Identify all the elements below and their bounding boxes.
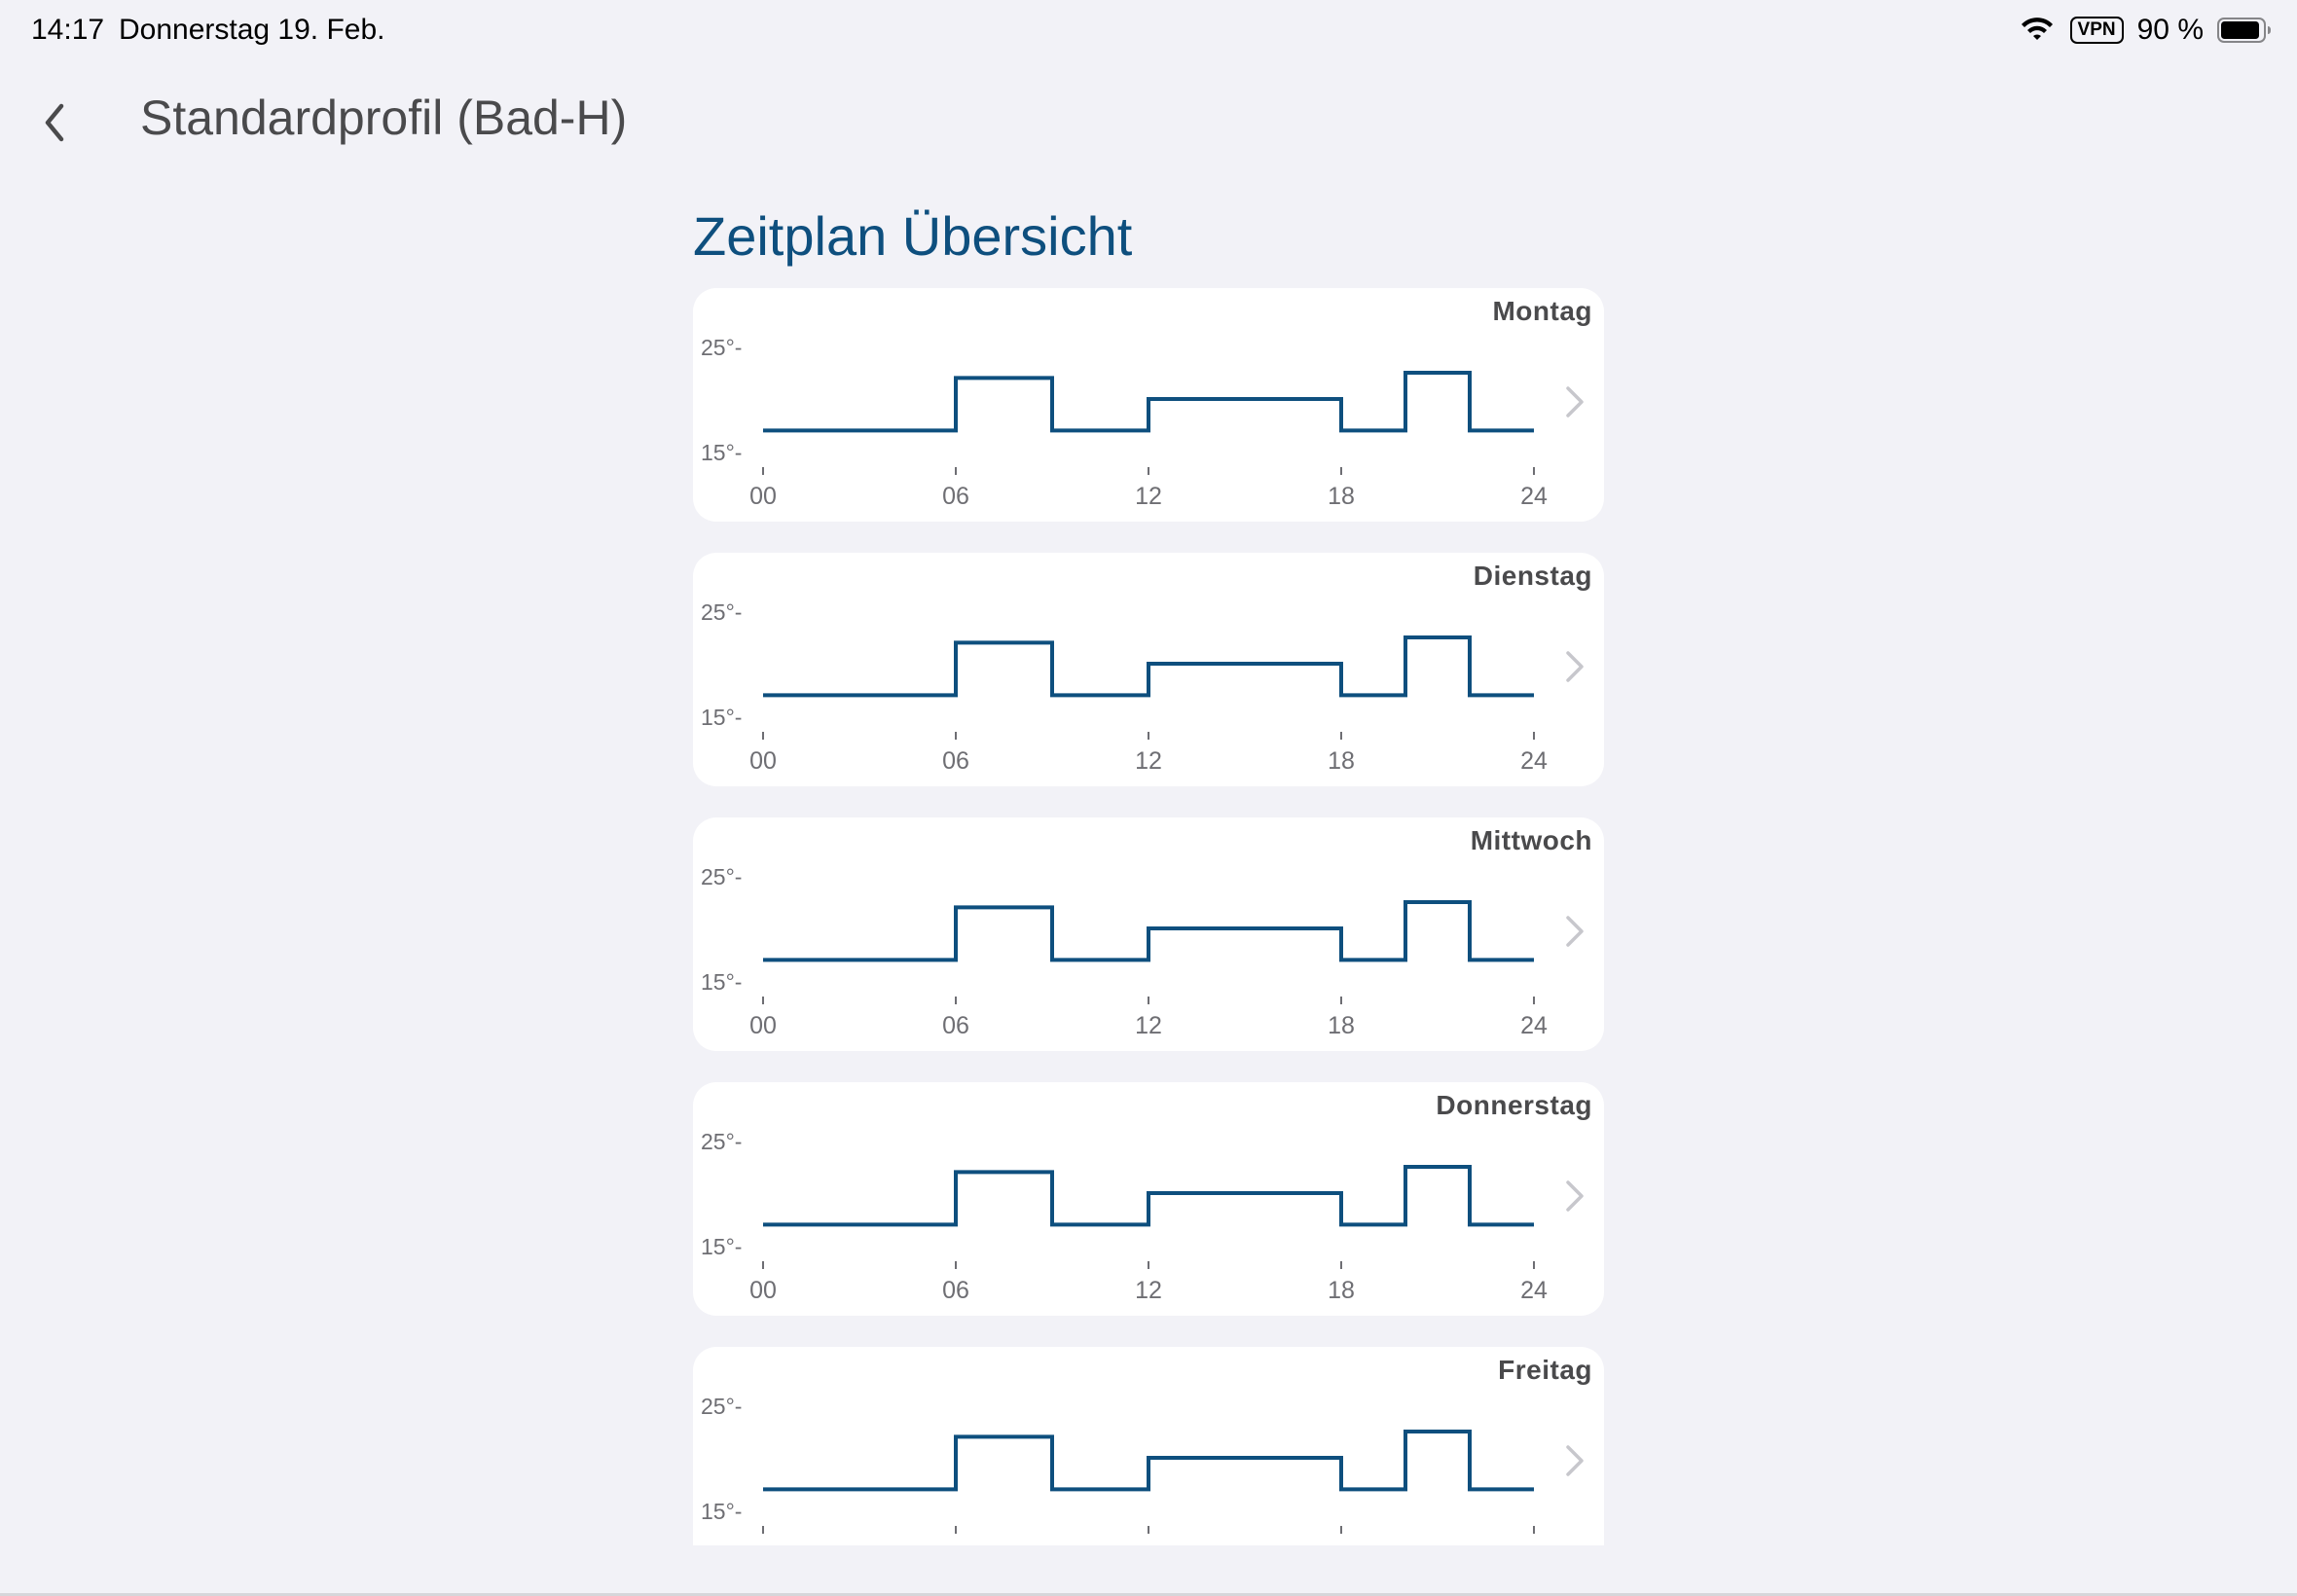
day-chart: 25°- 15°- 00 06 12 18 24: [701, 599, 1548, 775]
x-tick-label: 18: [1328, 1012, 1355, 1039]
day-label: Mittwoch: [1470, 825, 1592, 855]
chevron-left-icon: [45, 103, 64, 142]
day-chart: 25°- 15°- 00 06 12 18 24: [701, 335, 1548, 510]
x-tick-label: 00: [749, 1542, 777, 1545]
x-tick-label: 00: [749, 1277, 777, 1304]
chevron-right-icon: [1566, 651, 1584, 682]
day-chart: 25°- 15°- 00 06 12 18 24: [701, 1129, 1548, 1304]
x-tick-label: 18: [1328, 1542, 1355, 1545]
page-title: Standardprofil (Bad-H): [140, 91, 628, 145]
x-tick-label: 06: [942, 1277, 969, 1304]
y-tick-label: 15°-: [701, 705, 742, 730]
section-title: Zeitplan Übersicht: [693, 205, 1133, 267]
temperature-series-line: [763, 900, 1534, 962]
x-tick-label: 00: [749, 1012, 777, 1039]
x-tick-label: 24: [1520, 1012, 1548, 1039]
temperature-series-line: [763, 371, 1534, 433]
day-chart: 25°- 15°- 00 06 12 18 24: [701, 864, 1548, 1039]
day-card-montag[interactable]: Montag 25°- 15°- 00 06 12 18 24: [693, 288, 1604, 522]
y-tick-label: 25°-: [701, 864, 742, 889]
y-tick-label: 15°-: [701, 1234, 742, 1259]
x-tick-label: 00: [749, 483, 777, 510]
wifi-icon: [2021, 18, 2053, 40]
chevron-right-icon: [1566, 916, 1584, 947]
status-bar: 14:17 Donnerstag 19. Feb. VPN 90 %: [0, 0, 2297, 62]
status-date: Donnerstag 19. Feb.: [119, 14, 385, 46]
chevron-right-icon: [1566, 1180, 1584, 1212]
x-tick-label: 12: [1135, 747, 1162, 775]
x-tick-label: 12: [1135, 1277, 1162, 1304]
day-card-dienstag[interactable]: Dienstag 25°- 15°- 00 06 12 18 24: [693, 553, 1604, 786]
status-time: 14:17: [31, 14, 105, 46]
x-tick-label: 12: [1135, 1542, 1162, 1545]
battery-icon: [2217, 18, 2271, 43]
x-tick-label: 18: [1328, 747, 1355, 775]
chevron-right-icon: [1566, 1445, 1584, 1476]
day-card-mittwoch[interactable]: Mittwoch 25°- 15°- 00 06 12 18 24: [693, 817, 1604, 1051]
status-indicators: VPN 90 %: [2020, 14, 2272, 47]
chevron-right-icon: [1566, 386, 1584, 417]
temperature-series-line: [763, 1165, 1534, 1227]
back-button[interactable]: [29, 93, 80, 152]
x-tick-label: 18: [1328, 1277, 1355, 1304]
x-tick-label: 18: [1328, 483, 1355, 510]
day-label: Dienstag: [1473, 561, 1592, 591]
navigation-bar: Standardprofil (Bad-H): [0, 76, 2297, 163]
day-card-freitag[interactable]: Freitag 25°- 15°- 00 06 12 18 24: [693, 1347, 1604, 1545]
temperature-series-line: [763, 635, 1534, 698]
x-tick-label: 06: [942, 1542, 969, 1545]
y-tick-label: 25°-: [701, 335, 742, 360]
y-tick-label: 15°-: [701, 969, 742, 995]
y-tick-label: 25°-: [701, 1394, 742, 1419]
y-tick-label: 25°-: [701, 599, 742, 625]
x-tick-label: 06: [942, 1012, 969, 1039]
x-tick-label: 24: [1520, 1277, 1548, 1304]
x-tick-label: 00: [749, 747, 777, 775]
day-chart: 25°- 15°- 00 06 12 18 24: [701, 1394, 1548, 1545]
x-tick-label: 24: [1520, 1542, 1548, 1545]
x-tick-label: 12: [1135, 1012, 1162, 1039]
y-tick-label: 15°-: [701, 1499, 742, 1524]
vpn-badge: VPN: [2069, 17, 2124, 44]
x-tick-label: 06: [942, 747, 969, 775]
schedule-overview: Zeitplan Übersicht Montag 25°- 15°- 00 06 12…: [693, 195, 1604, 1545]
y-tick-label: 25°-: [701, 1129, 742, 1154]
day-label: Donnerstag: [1436, 1090, 1592, 1120]
bottom-divider: [0, 1593, 2297, 1596]
day-label: Freitag: [1498, 1355, 1592, 1385]
x-tick-label: 24: [1520, 747, 1548, 775]
x-tick-label: 12: [1135, 483, 1162, 510]
temperature-series-line: [763, 1430, 1534, 1492]
day-card-donnerstag[interactable]: Donnerstag 25°- 15°- 00 06 12 18 24: [693, 1082, 1604, 1316]
y-tick-label: 15°-: [701, 440, 742, 465]
day-label: Montag: [1492, 296, 1592, 326]
x-tick-label: 06: [942, 483, 969, 510]
battery-percentage: 90 %: [2136, 14, 2204, 46]
x-tick-label: 24: [1520, 483, 1548, 510]
